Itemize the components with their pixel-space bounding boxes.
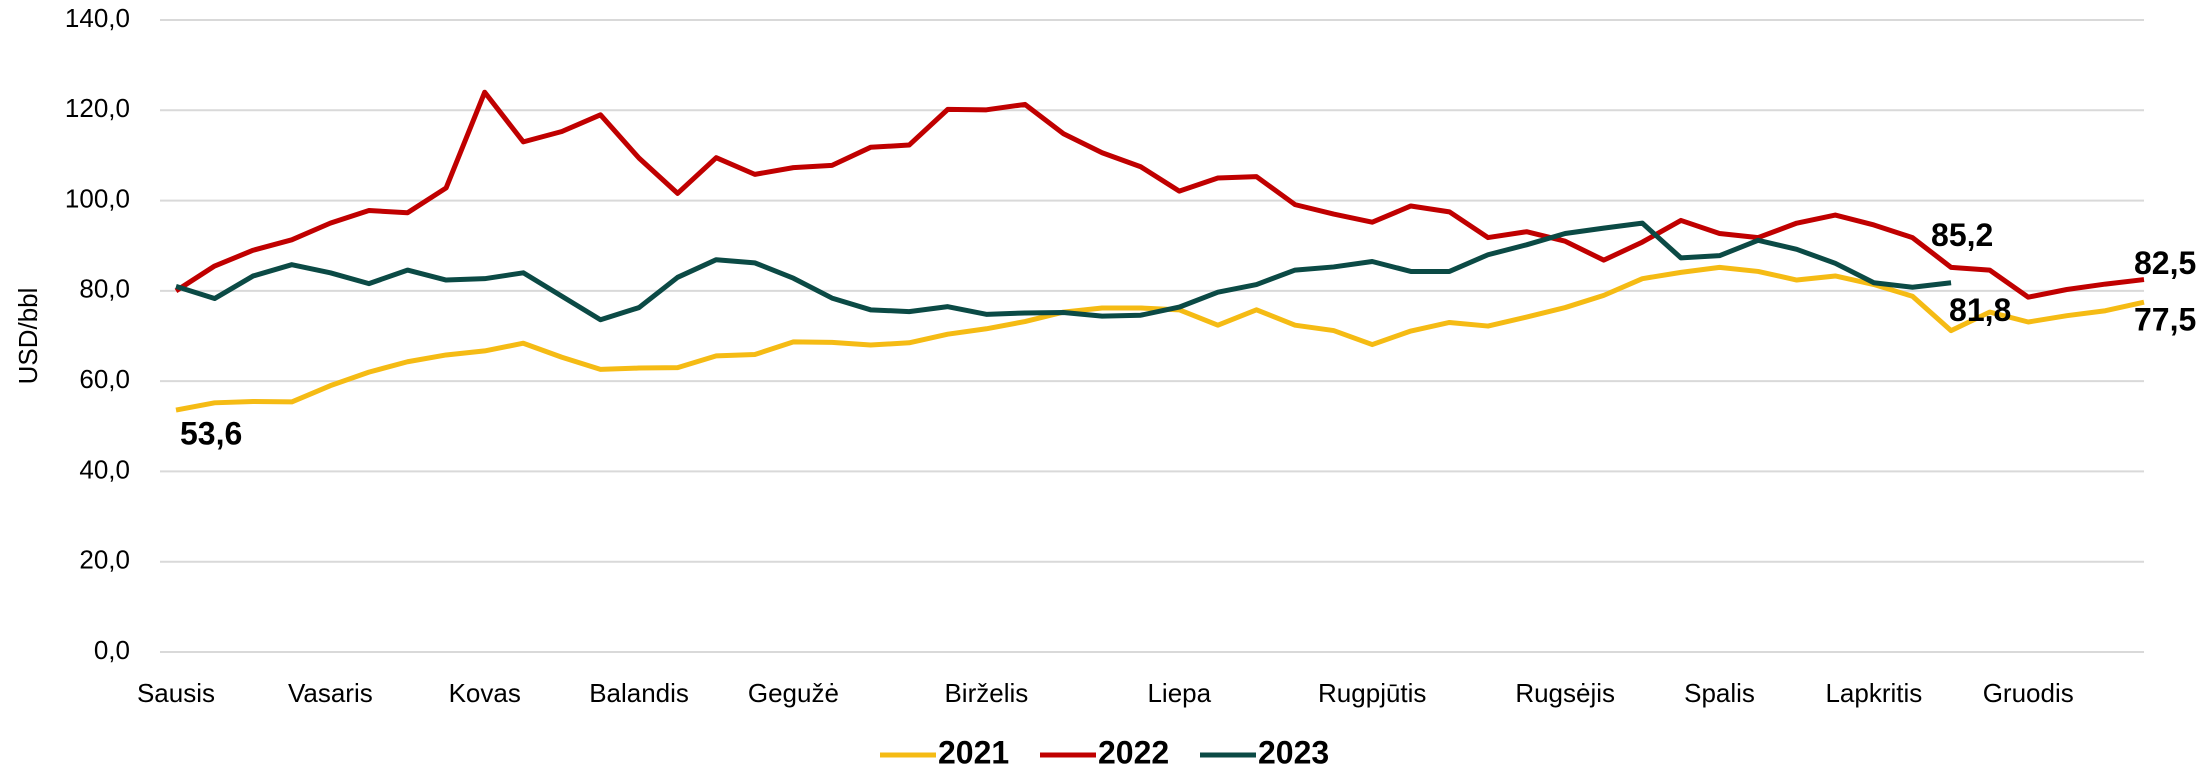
x-tick-label: Gegužė bbox=[748, 678, 839, 708]
legend-label: 2022 bbox=[1098, 734, 1169, 770]
series-line bbox=[174, 89, 2145, 300]
x-tick-label: Lapkritis bbox=[1825, 678, 1922, 708]
series-line bbox=[175, 264, 2145, 413]
x-tick-label: Kovas bbox=[449, 678, 521, 708]
y-tick-label: 20,0 bbox=[79, 545, 130, 575]
y-tick-label: 60,0 bbox=[79, 364, 130, 394]
y-tick-label: 40,0 bbox=[79, 454, 130, 484]
y-tick-label: 0,0 bbox=[94, 635, 130, 665]
x-tick-label: Liepa bbox=[1147, 678, 1211, 708]
y-tick-label: 100,0 bbox=[65, 183, 130, 213]
legend-label: 2021 bbox=[938, 734, 1009, 770]
x-tick-label: Rugsėjis bbox=[1515, 678, 1615, 708]
x-tick-label: Rugpjūtis bbox=[1318, 678, 1426, 708]
y-axis-label: USD/bbl bbox=[13, 288, 43, 385]
legend-label: 2023 bbox=[1258, 734, 1329, 770]
x-tick-label: Spalis bbox=[1684, 678, 1755, 708]
data-label: 53,6 bbox=[180, 415, 242, 451]
x-tick-label: Vasaris bbox=[288, 678, 373, 708]
y-tick-label: 120,0 bbox=[65, 93, 130, 123]
x-tick-label: Balandis bbox=[589, 678, 689, 708]
data-label: 82,5 bbox=[2134, 245, 2196, 281]
data-label: 77,5 bbox=[2134, 302, 2196, 338]
data-label: 85,2 bbox=[1931, 217, 1993, 253]
x-tick-label: Birželis bbox=[944, 678, 1028, 708]
y-tick-label: 80,0 bbox=[79, 274, 130, 304]
data-label: 81,8 bbox=[1949, 292, 2011, 328]
x-tick-label: Gruodis bbox=[1983, 678, 2074, 708]
x-tick-label: Sausis bbox=[137, 678, 215, 708]
series-line bbox=[175, 220, 1952, 323]
y-tick-label: 140,0 bbox=[65, 3, 130, 33]
